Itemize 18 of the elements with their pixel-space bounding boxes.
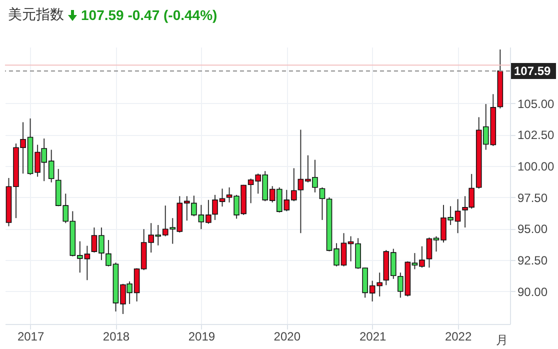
y-tick-label: 97.50 (518, 190, 548, 205)
y-tick-label: 95.00 (518, 222, 548, 236)
y-tick-label: 100.00 (518, 160, 555, 174)
x-tick-label: 2017 (17, 330, 44, 344)
text: 月 (496, 333, 508, 347)
chart-title: 美元指数 (8, 6, 64, 24)
ref-line-label: 107.59 (514, 64, 552, 78)
x-tick-label: 2018 (102, 330, 130, 344)
chart-subtitle: 107.59 -0.47 (-0.44%) (81, 7, 218, 23)
y-tick-label: 90.00 (518, 284, 548, 299)
y-tick-label: 105.00 (518, 96, 555, 111)
x-tick-label: 2022 (444, 330, 472, 344)
candlestick (319, 186, 326, 220)
x-tick-label: 2019 (188, 330, 216, 344)
y-tick-label: 92.50 (518, 254, 548, 268)
x-tick-label: 2021 (359, 330, 387, 344)
y-tick-label: 102.50 (518, 128, 555, 142)
x-tick-label: 2020 (274, 330, 301, 344)
